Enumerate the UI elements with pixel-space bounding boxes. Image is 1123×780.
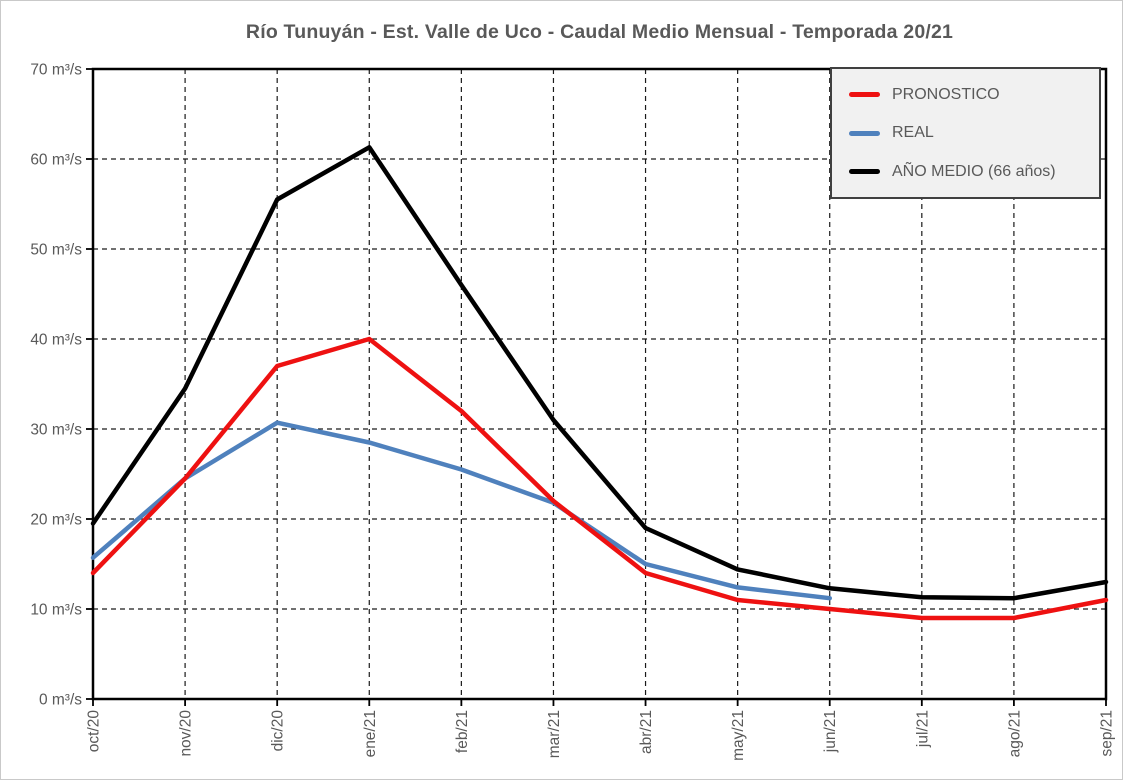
legend-item: REAL bbox=[832, 120, 1099, 146]
x-axis-label: may/21 bbox=[730, 710, 747, 761]
x-axis-label: abr/21 bbox=[638, 710, 655, 754]
legend-item: PRONOSTICO bbox=[832, 82, 1099, 108]
legend-label: AÑO MEDIO (66 años) bbox=[892, 162, 1056, 180]
series-line-pronostico bbox=[90, 336, 1109, 621]
x-axis-label: ago/21 bbox=[1006, 710, 1023, 757]
x-axis-label: feb/21 bbox=[454, 710, 471, 753]
series-line-a-o-medio-66-a-os bbox=[90, 145, 1109, 601]
plot-frame bbox=[91, 67, 1108, 701]
x-axis-label: nov/20 bbox=[178, 710, 195, 757]
legend-line-swatch bbox=[849, 169, 880, 174]
chart-title: Río Tunuyán - Est. Valle de Uco - Caudal… bbox=[245, 21, 954, 43]
legend-item: AÑO MEDIO (66 años) bbox=[832, 159, 1099, 185]
y-axis-label: 0 m³/s bbox=[39, 692, 82, 709]
x-axis-label: oct/20 bbox=[86, 710, 103, 753]
legend-line-swatch bbox=[849, 130, 880, 136]
y-axis-label: 70 m³/s bbox=[30, 62, 82, 79]
x-axis-label: sep/21 bbox=[1099, 710, 1116, 757]
y-axis-label: 30 m³/s bbox=[30, 422, 82, 439]
series-line-real bbox=[90, 420, 832, 601]
legend-line-swatch bbox=[849, 92, 880, 97]
x-axis-label: ene/21 bbox=[362, 710, 379, 757]
legend-label: REAL bbox=[892, 124, 934, 141]
y-axis-label: 40 m³/s bbox=[30, 332, 82, 349]
x-axis-label: jul/21 bbox=[914, 710, 931, 748]
y-axis-label: 20 m³/s bbox=[30, 512, 82, 529]
x-axis-label: jun/21 bbox=[822, 710, 839, 753]
chart-legend: PRONOSTICO REAL AÑO MEDIO (66 años) bbox=[830, 67, 1101, 199]
x-axis-label: mar/21 bbox=[546, 710, 563, 758]
y-axis-label: 10 m³/s bbox=[30, 602, 82, 619]
x-axis-label: dic/20 bbox=[270, 710, 287, 752]
legend-label: PRONOSTICO bbox=[892, 85, 1000, 103]
y-axis-label: 50 m³/s bbox=[30, 242, 82, 259]
y-axis-label: 60 m³/s bbox=[30, 152, 82, 169]
